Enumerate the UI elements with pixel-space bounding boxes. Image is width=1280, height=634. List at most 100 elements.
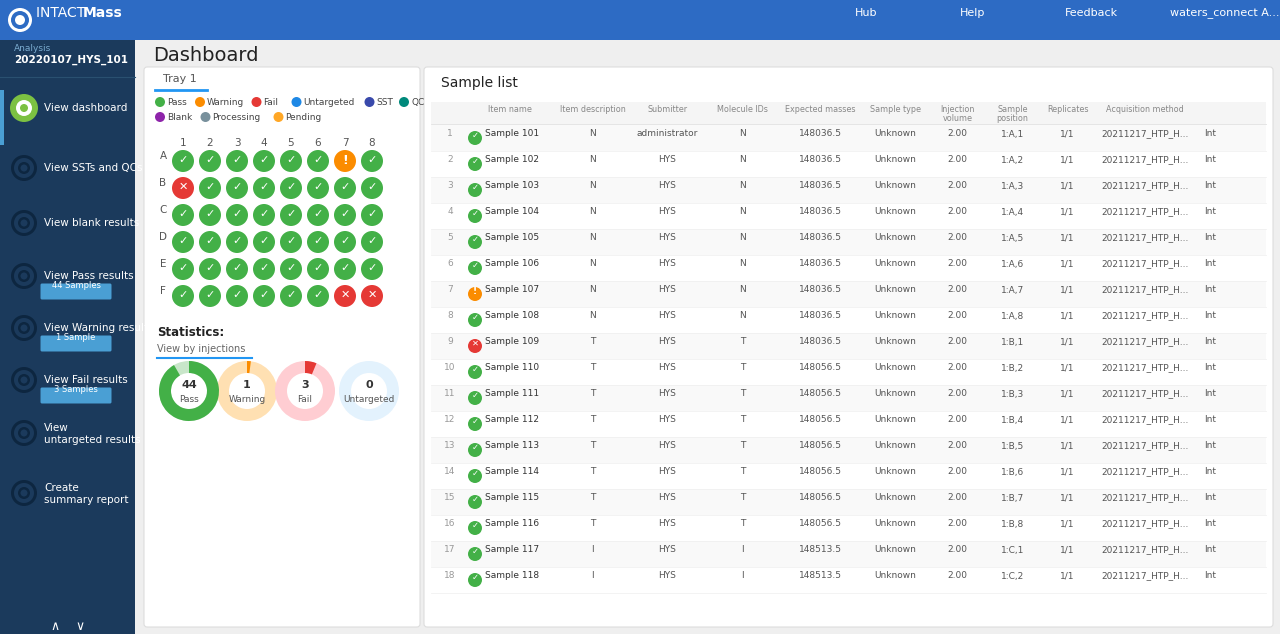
Circle shape — [14, 483, 35, 503]
Circle shape — [468, 573, 483, 587]
Text: ✓: ✓ — [232, 263, 242, 273]
Text: ✕: ✕ — [367, 290, 376, 300]
Text: I: I — [591, 545, 594, 555]
Text: 148036.5: 148036.5 — [799, 285, 841, 295]
Circle shape — [227, 177, 248, 199]
Text: Unknown: Unknown — [874, 233, 916, 242]
Text: 20211217_HTP_H...: 20211217_HTP_H... — [1101, 129, 1189, 138]
Text: 148056.5: 148056.5 — [799, 389, 841, 399]
FancyBboxPatch shape — [41, 387, 111, 403]
Circle shape — [468, 495, 483, 509]
Text: 1/1: 1/1 — [1060, 545, 1075, 555]
Text: T: T — [740, 441, 745, 451]
Circle shape — [20, 325, 27, 332]
Text: N: N — [589, 285, 596, 295]
Text: 7: 7 — [447, 285, 453, 295]
Text: 2.00: 2.00 — [947, 181, 968, 190]
Bar — [431, 102, 1266, 124]
Circle shape — [14, 213, 35, 233]
Text: ✓: ✓ — [205, 290, 215, 300]
Bar — [431, 151, 1266, 177]
Circle shape — [14, 318, 35, 338]
Text: Int: Int — [1204, 415, 1216, 425]
Circle shape — [280, 231, 302, 253]
Text: 8: 8 — [447, 311, 453, 321]
Bar — [431, 359, 1266, 385]
Text: ✓: ✓ — [260, 155, 269, 165]
Circle shape — [280, 150, 302, 172]
Circle shape — [253, 231, 275, 253]
Text: 1/1: 1/1 — [1060, 311, 1075, 321]
Circle shape — [12, 11, 29, 29]
Text: 10: 10 — [444, 363, 456, 373]
Text: HYS: HYS — [659, 207, 676, 216]
Text: 6: 6 — [447, 259, 453, 269]
Text: QC: QC — [411, 98, 424, 107]
Text: 1/1: 1/1 — [1060, 259, 1075, 269]
Text: 1/1: 1/1 — [1060, 285, 1075, 295]
Text: Create: Create — [44, 483, 79, 493]
Circle shape — [18, 322, 29, 334]
Text: 13: 13 — [444, 441, 456, 451]
Text: View blank results: View blank results — [44, 218, 140, 228]
Text: 2.00: 2.00 — [947, 129, 968, 138]
Text: T: T — [590, 467, 595, 477]
Text: 3: 3 — [301, 380, 308, 390]
Text: ✓: ✓ — [340, 182, 349, 192]
Text: Tray 1: Tray 1 — [163, 74, 197, 84]
Circle shape — [20, 164, 27, 172]
Text: T: T — [740, 389, 745, 399]
Text: ✓: ✓ — [314, 263, 323, 273]
Text: 0: 0 — [365, 380, 372, 390]
Text: N: N — [739, 155, 746, 164]
Bar — [431, 125, 1266, 151]
Text: 20211217_HTP_H...: 20211217_HTP_H... — [1101, 181, 1189, 190]
Text: 148056.5: 148056.5 — [799, 467, 841, 477]
Circle shape — [280, 204, 302, 226]
Circle shape — [468, 157, 483, 171]
Text: Int: Int — [1204, 285, 1216, 295]
Text: ✓: ✓ — [287, 155, 296, 165]
Circle shape — [227, 231, 248, 253]
Circle shape — [468, 209, 483, 223]
Text: Unknown: Unknown — [874, 129, 916, 138]
Circle shape — [253, 177, 275, 199]
Circle shape — [198, 258, 221, 280]
Text: Injection: Injection — [941, 105, 974, 114]
Text: Unknown: Unknown — [874, 181, 916, 190]
Text: ✓: ✓ — [260, 290, 269, 300]
Text: ✕: ✕ — [178, 182, 188, 192]
Circle shape — [198, 231, 221, 253]
Text: ✓: ✓ — [287, 290, 296, 300]
Text: ✓: ✓ — [471, 521, 479, 529]
Text: N: N — [589, 233, 596, 242]
Circle shape — [12, 210, 37, 236]
Circle shape — [12, 480, 37, 506]
Text: 1/1: 1/1 — [1060, 363, 1075, 373]
Circle shape — [20, 377, 27, 384]
Text: Warning: Warning — [207, 98, 244, 107]
Text: 2.00: 2.00 — [947, 467, 968, 477]
Text: Pass: Pass — [166, 98, 187, 107]
Text: Unknown: Unknown — [874, 571, 916, 581]
Text: INTACT: INTACT — [36, 6, 90, 20]
Text: HYS: HYS — [659, 337, 676, 347]
Wedge shape — [275, 361, 335, 421]
Circle shape — [18, 270, 29, 282]
Text: Unknown: Unknown — [874, 441, 916, 451]
Text: ✓: ✓ — [471, 313, 479, 321]
Circle shape — [280, 258, 302, 280]
Circle shape — [334, 150, 356, 172]
Text: ✓: ✓ — [471, 469, 479, 477]
Text: Unknown: Unknown — [874, 311, 916, 321]
Text: 2: 2 — [447, 155, 453, 164]
Text: waters_connect A...: waters_connect A... — [1170, 8, 1280, 18]
Circle shape — [227, 150, 248, 172]
Text: ✓: ✓ — [178, 290, 188, 300]
Text: N: N — [739, 129, 746, 138]
Text: HYS: HYS — [659, 285, 676, 295]
Text: Int: Int — [1204, 311, 1216, 321]
Text: ✓: ✓ — [340, 236, 349, 246]
Text: 148056.5: 148056.5 — [799, 363, 841, 373]
FancyBboxPatch shape — [424, 67, 1274, 627]
